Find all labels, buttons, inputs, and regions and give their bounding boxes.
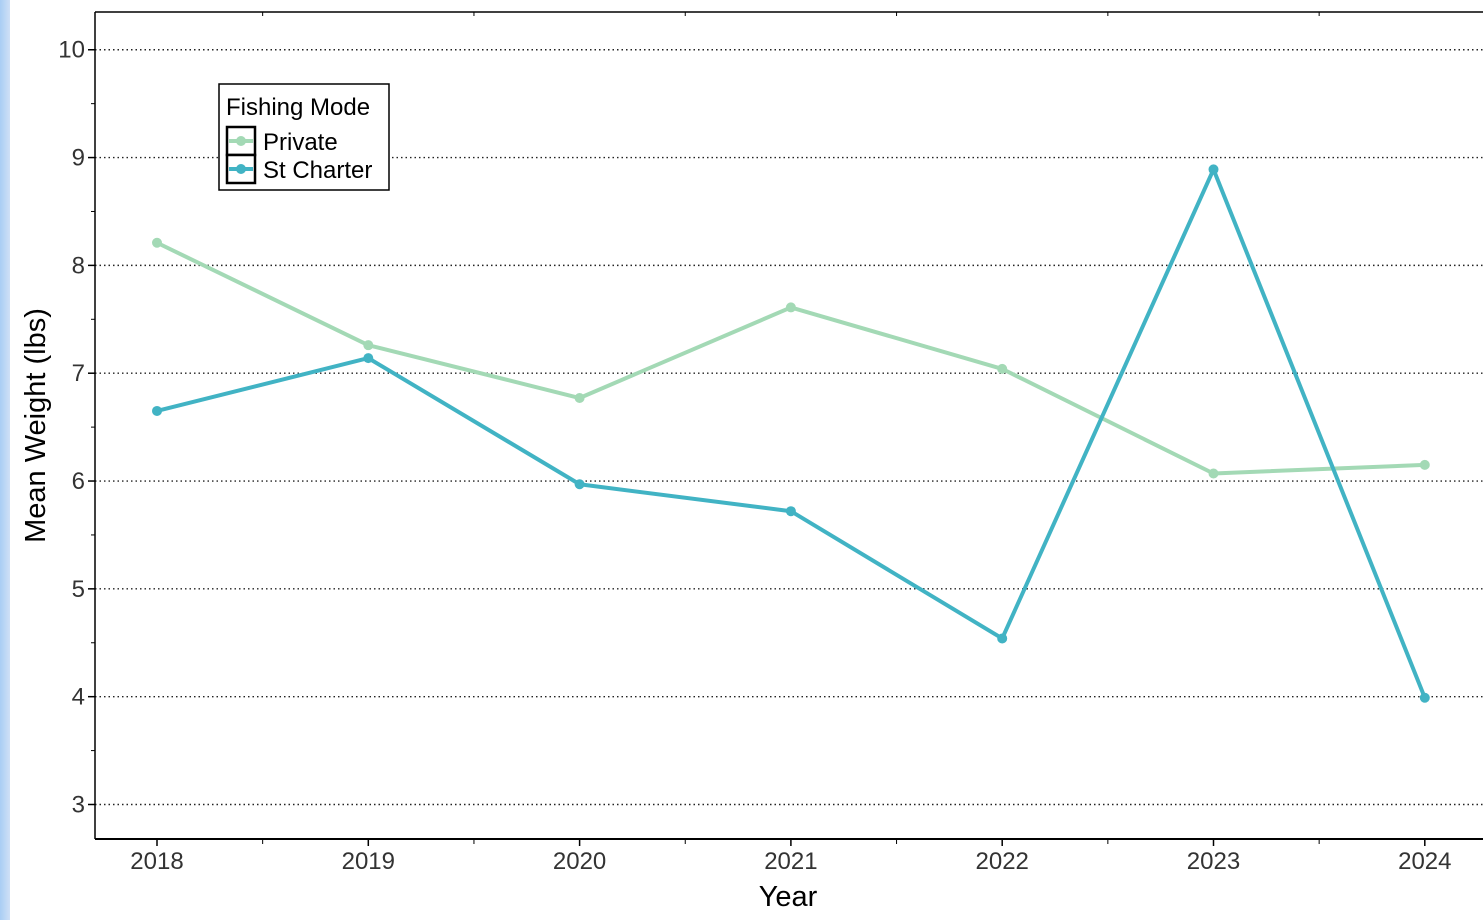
data-point (1419, 692, 1430, 703)
data-point (363, 353, 374, 364)
x-tick-label: 2022 (976, 848, 1029, 875)
series (152, 164, 1430, 703)
legend-title: Fishing Mode (226, 94, 370, 121)
series-st-charter (152, 164, 1430, 703)
data-point (1208, 164, 1219, 175)
x-tick-label: 2019 (342, 848, 395, 875)
y-tick-label: 7 (72, 360, 85, 387)
series-line (156, 167, 1427, 699)
line-chart: 3 4 5 6 7 8 9 10 2018 2019 2020 2021 2022 2023 2024 Y… (20, 11, 1483, 913)
legend-key-point (236, 136, 246, 146)
data-point (1419, 459, 1430, 470)
data-point (997, 633, 1008, 644)
legend-item: Private (225, 125, 338, 157)
data-point (574, 393, 585, 404)
data-point (574, 479, 585, 490)
legend-item: St Charter (225, 153, 372, 185)
y-tick-label: 10 (58, 37, 85, 64)
y-axis-ticks: 3 4 5 6 7 8 9 10 (58, 37, 95, 818)
x-tick-label: 2024 (1398, 848, 1451, 875)
y-tick-label: 5 (72, 576, 85, 603)
chart-container: 3 4 5 6 7 8 9 10 2018 2019 2020 2021 2022 2023 2024 Y… (10, 0, 1483, 920)
data-point (997, 363, 1008, 374)
y-tick-label: 3 (72, 791, 85, 818)
x-axis-title: Year (759, 881, 818, 913)
data-point (785, 506, 796, 517)
series-private (152, 237, 1430, 479)
axes (91, 11, 1483, 844)
x-axis-ticks: 2018 2019 2020 2021 2022 2023 2024 (130, 839, 1451, 875)
y-tick-label: 6 (72, 468, 85, 495)
legend-key-point (236, 164, 246, 174)
y-tick-label: 8 (72, 252, 85, 279)
data-point (1208, 468, 1219, 479)
y-axis-title: Mean Weight (lbs) (20, 308, 52, 543)
data-point (785, 302, 796, 313)
x-tick-label: 2018 (130, 848, 183, 875)
legend-label: St Charter (263, 157, 372, 184)
x-tick-label: 2020 (553, 848, 606, 875)
data-point (152, 237, 162, 248)
series-line (156, 240, 1425, 476)
x-tick-label: 2021 (764, 848, 817, 875)
y-tick-label: 9 (72, 145, 85, 172)
data-point (363, 340, 374, 351)
legend-label: Private (263, 129, 338, 156)
x-tick-label: 2023 (1187, 848, 1240, 875)
data-point (152, 405, 162, 416)
y-tick-label: 4 (72, 684, 85, 711)
